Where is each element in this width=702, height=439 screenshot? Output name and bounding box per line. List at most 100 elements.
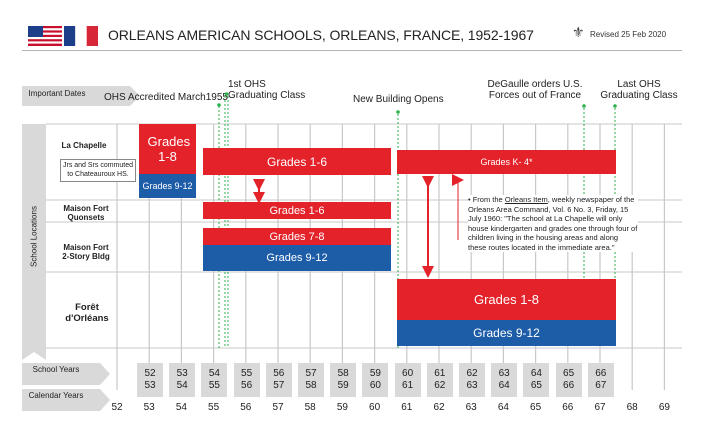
calendar-year-54: 54 (175, 402, 187, 413)
school-year-part: 65 (530, 380, 542, 391)
bar-label: Grades 1-8 (147, 134, 191, 164)
bar-maison-fort-2story-grades-7-8: Grades 7-8 (203, 228, 391, 245)
bar-label: Grades K- 4* (480, 157, 533, 167)
school-year-part: 65 (563, 368, 575, 379)
calendar-year-64: 64 (497, 402, 509, 413)
school-years-label: School Years (32, 365, 80, 374)
school-year-part: 67 (595, 380, 607, 391)
school-year-56-57: 56 57 (265, 363, 292, 397)
maison-fort-2story-label: Maison Fort 2-Story Bldg (62, 243, 110, 261)
bar-label: Grades 9-12 (266, 252, 328, 264)
calendar-year-65: 65 (530, 402, 542, 413)
la-chapelle-label: La Chapelle (61, 141, 107, 150)
calendar-year-61: 61 (401, 402, 413, 413)
calendar-year-66: 66 (562, 402, 574, 413)
school-year-part: 57 (273, 380, 285, 391)
school-locations-label: School Locations (29, 206, 39, 267)
school-year-part: 57 (305, 368, 317, 379)
school-year-59-60: 59 60 (362, 363, 389, 397)
bar-la-chapelle-grades-9-12: Grades 9-12 (139, 174, 196, 198)
bar-foret-orleans-grades-9-12: Grades 9-12 (397, 320, 616, 346)
school-year-part: 64 (530, 368, 542, 379)
event-new-building: New Building Opens (353, 94, 444, 105)
calendar-years-label: Calendar Years (28, 391, 84, 400)
bar-maison-fort-quonsets-grades-1-6: Grades 1-6 (203, 202, 391, 219)
bar-label: Grades 7-8 (269, 230, 325, 243)
school-year-part: 52 (144, 368, 156, 379)
school-year-part: 64 (498, 380, 510, 391)
school-year-part: 58 (305, 380, 317, 391)
school-year-part: 53 (176, 368, 188, 379)
bar-maison-fort-2story-grades-9-12: Grades 9-12 (203, 245, 391, 271)
school-locations-band (22, 124, 46, 360)
calendar-year-63: 63 (465, 402, 477, 413)
calendar-year-67: 67 (594, 402, 606, 413)
school-year-52-53: 52 53 (137, 363, 163, 397)
school-year-part: 54 (176, 380, 188, 391)
event-degaulle: DeGaulle orders U.S. Forces out of Franc… (487, 79, 583, 101)
school-year-66-67: 66 67 (587, 363, 614, 397)
calendar-year-60: 60 (369, 402, 381, 413)
calendar-year-59: 59 (336, 402, 348, 413)
school-year-part: 63 (466, 380, 478, 391)
calendar-year-68: 68 (626, 402, 638, 413)
school-year-part: 59 (337, 380, 349, 391)
school-year-58-59: 58 59 (330, 363, 357, 397)
school-year-part: 61 (402, 380, 414, 391)
school-year-62-63: 62 63 (459, 363, 485, 397)
jrs-srs-note: Jrs and Srs commuted to Chateauroux HS. (60, 159, 136, 182)
quote-prefix: • From the (468, 195, 505, 204)
important-dates-band (22, 86, 140, 106)
event-ohs-accredited: OHS Accredited March1955 (104, 92, 228, 103)
school-year-part: 56 (241, 380, 253, 391)
school-year-part: 55 (241, 368, 253, 379)
school-year-part: 66 (595, 368, 607, 379)
bar-la-chapelle-grades-1-8: Grades 1-8 (139, 124, 196, 174)
school-year-part: 60 (369, 380, 381, 391)
important-dates-label: Important Dates (28, 89, 86, 98)
bar-foret-orleans-grades-1-8: Grades 1-8 (397, 279, 616, 320)
newspaper-quote-note: • From the Orleans Item, weekly newspape… (468, 195, 638, 252)
france-flag-icon (64, 26, 98, 46)
school-year-55-56: 55 56 (233, 363, 260, 397)
school-year-part: 63 (498, 368, 510, 379)
maison-fort-quonsets-label: Maison Fort Quonsets (63, 204, 109, 222)
school-year-part: 55 (208, 380, 220, 391)
quote-source: Orleans Item (504, 195, 548, 204)
bar-la-chapelle-grades-k-4: Grades K- 4* (397, 150, 616, 174)
school-year-54-55: 54 55 (201, 363, 228, 397)
school-year-part: 62 (466, 368, 478, 379)
calendar-year-62: 62 (433, 402, 445, 413)
foret-orleans-label: Forêt d'Orléans (65, 302, 109, 324)
us-flag-icon (28, 26, 62, 46)
bar-label: Grades 1-8 (473, 292, 540, 307)
page-title: ORLEANS AMERICAN SCHOOLS, ORLEANS, FRANC… (108, 27, 534, 43)
calendar-year-56: 56 (240, 402, 252, 413)
school-year-63-64: 63 64 (491, 363, 518, 397)
school-year-part: 61 (434, 368, 446, 379)
event-last-graduating-class: Last OHS Graduating Class (600, 79, 678, 101)
school-year-part: 56 (273, 368, 285, 379)
calendar-year-53: 53 (143, 402, 155, 413)
school-year-part: 59 (369, 368, 381, 379)
school-year-part: 62 (434, 380, 446, 391)
revision-date: Revised 25 Feb 2020 (590, 30, 667, 39)
calendar-year-69: 69 (658, 402, 670, 413)
school-year-part: 60 (402, 368, 414, 379)
calendar-year-55: 55 (208, 402, 220, 413)
bar-label: Grades 1-6 (269, 204, 325, 217)
fleur-de-lis-icon: ⚜ (572, 24, 585, 40)
school-year-53-54: 53 54 (169, 363, 196, 397)
calendar-year-58: 58 (304, 402, 316, 413)
bar-label: Grades 9-12 (473, 326, 540, 340)
calendar-year-52: 52 (111, 402, 123, 413)
school-year-part: 66 (563, 380, 575, 391)
school-years-band (22, 363, 110, 385)
school-year-61-62: 61 62 (426, 363, 453, 397)
bar-label: Grades 9-12 (142, 181, 193, 191)
bar-label: Grades 1-6 (266, 154, 328, 169)
school-year-part: 58 (337, 368, 349, 379)
school-year-65-66: 65 66 (555, 363, 582, 397)
quote-text: , weekly newspaper of the Orleans Area C… (468, 195, 638, 252)
school-year-60-61: 60 61 (394, 363, 421, 397)
